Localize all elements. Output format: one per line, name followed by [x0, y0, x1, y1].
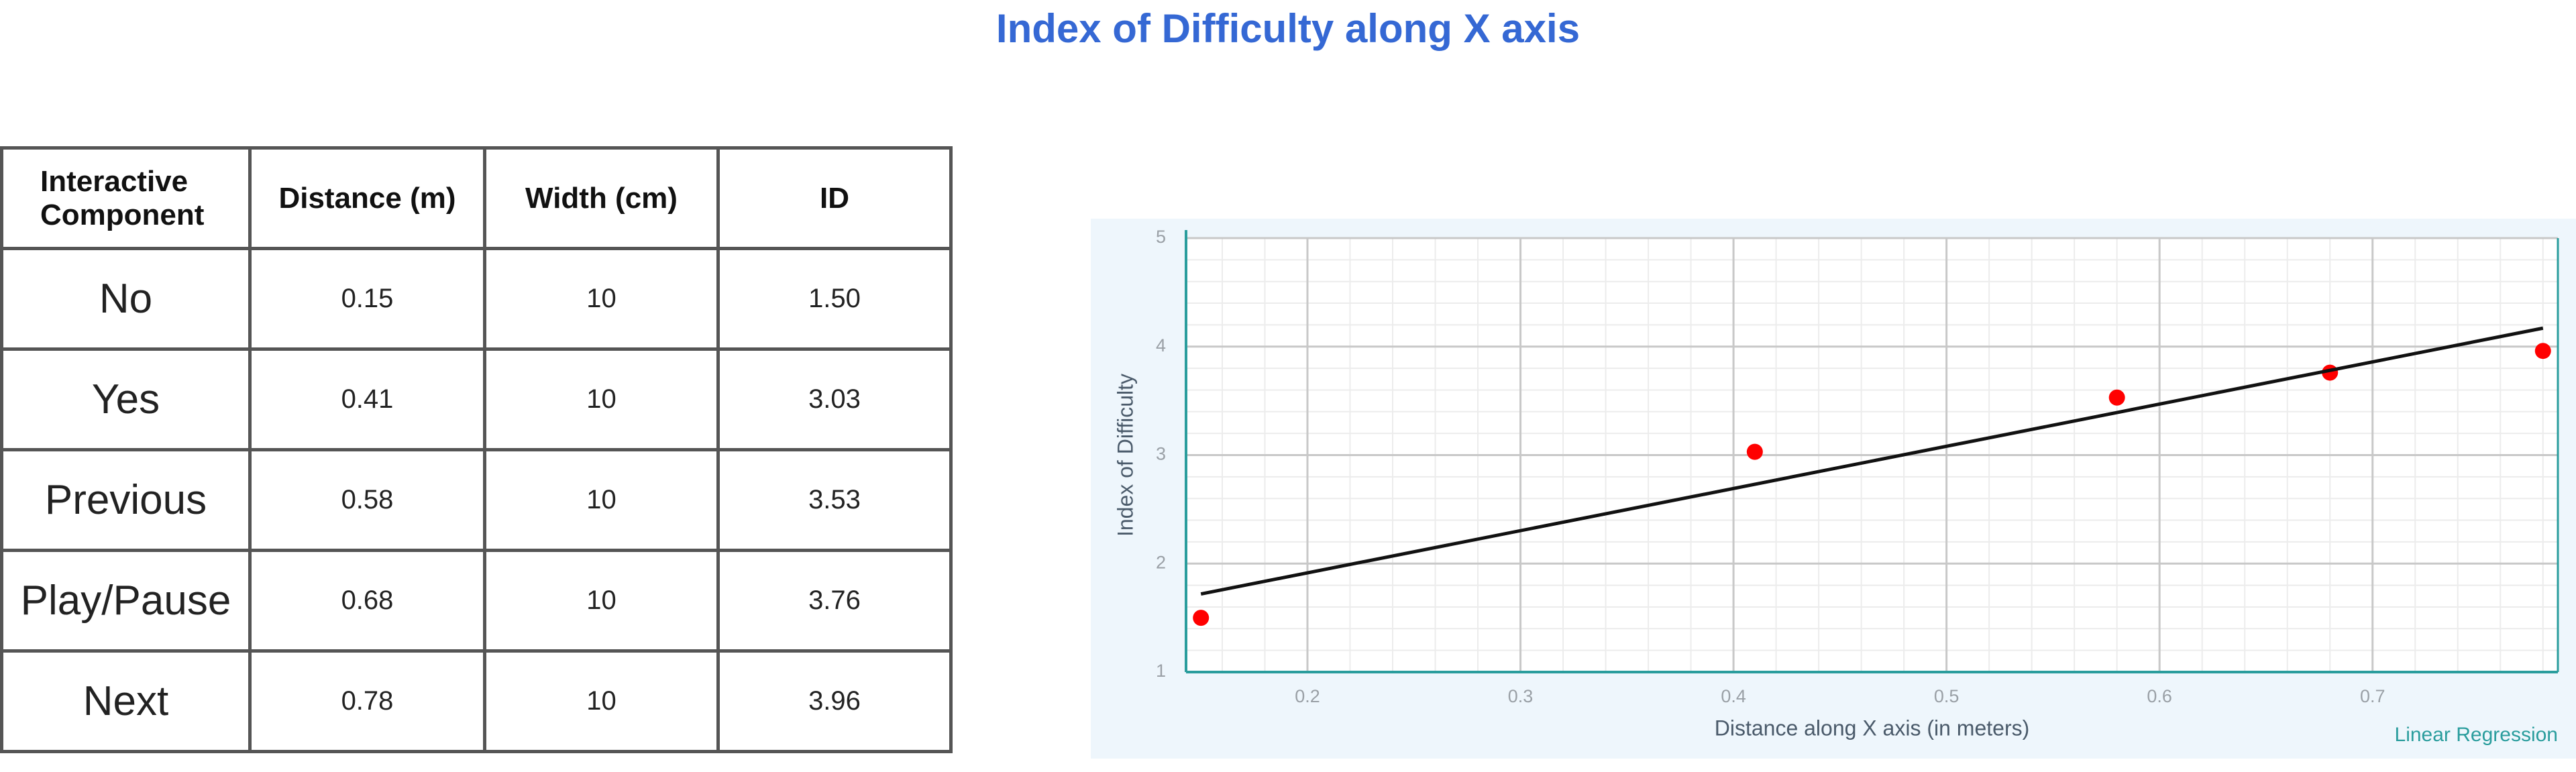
data-point — [1746, 443, 1763, 460]
value-cell: 3.03 — [716, 347, 953, 451]
value-cell: 10 — [483, 448, 720, 552]
regression-line — [1200, 326, 2544, 596]
data-table: Interactive Component Distance (m) Width (… — [0, 146, 953, 753]
x-tick-label: 0.5 — [1934, 686, 1960, 706]
data-point — [2108, 389, 2125, 406]
table-row: Previous 0.58 10 3.53 — [0, 448, 953, 552]
value-cell: 0.15 — [248, 247, 486, 351]
table-row: Next 0.78 10 3.96 — [0, 649, 953, 753]
y-tick-label: 3 — [1156, 444, 1166, 464]
value-cell: 10 — [483, 549, 720, 653]
data-point — [2322, 364, 2339, 381]
table-body: No 0.15 10 1.50 Yes 0.41 10 3.03 Previous 0.58 10 3… — [0, 247, 953, 753]
value-cell: 1.50 — [716, 247, 953, 351]
value-cell: 10 — [483, 649, 720, 753]
minor-grid — [1186, 238, 2558, 672]
legend-label: Linear Regression — [2395, 724, 2558, 746]
component-cell: Yes — [0, 347, 252, 451]
data-point — [2534, 343, 2551, 360]
value-cell: 3.53 — [716, 448, 953, 552]
header-cell: Interactive Component — [0, 146, 252, 250]
y-tick-label: 5 — [1156, 227, 1166, 247]
plot-area — [1186, 238, 2558, 672]
x-tick-label: 0.6 — [2147, 686, 2172, 706]
value-cell: 3.76 — [716, 549, 953, 653]
page-title: Index of Difficulty along X axis — [996, 6, 1580, 51]
value-cell: 0.78 — [248, 649, 486, 753]
y-tick-label: 4 — [1156, 335, 1166, 355]
table-row: No 0.15 10 1.50 — [0, 247, 953, 351]
header-cell: ID — [716, 146, 953, 250]
x-tick-label: 0.7 — [2360, 686, 2385, 706]
y-tick-label: 1 — [1156, 661, 1166, 681]
table-row: Play/Pause 0.68 10 3.76 — [0, 549, 953, 653]
component-cell: No — [0, 247, 252, 351]
chart-background — [1091, 219, 2576, 759]
component-cell: Play/Pause — [0, 549, 252, 653]
component-cell: Next — [0, 649, 252, 753]
x-tick-label: 0.3 — [1508, 686, 1534, 706]
value-cell: 10 — [483, 247, 720, 351]
data-point — [1193, 610, 1210, 626]
header-cell: Width (cm) — [483, 146, 720, 250]
value-cell: 0.41 — [248, 347, 486, 451]
x-axis-title: Distance along X axis (in meters) — [1715, 716, 2030, 740]
header-cell: Distance (m) — [248, 146, 486, 250]
value-cell: 3.96 — [716, 649, 953, 753]
header-row: Interactive Component Distance (m) Width (… — [0, 146, 953, 250]
y-tick-label: 2 — [1156, 552, 1166, 572]
x-tick-label: 0.4 — [1721, 686, 1746, 706]
x-tick-label: 0.2 — [1295, 686, 1320, 706]
value-cell: 0.58 — [248, 448, 486, 552]
table-row: Yes 0.41 10 3.03 — [0, 347, 953, 451]
value-cell: 0.68 — [248, 549, 486, 653]
y-axis-title: Index of Difficulty — [1113, 374, 1137, 537]
value-cell: 10 — [483, 347, 720, 451]
component-cell: Previous — [0, 448, 252, 552]
